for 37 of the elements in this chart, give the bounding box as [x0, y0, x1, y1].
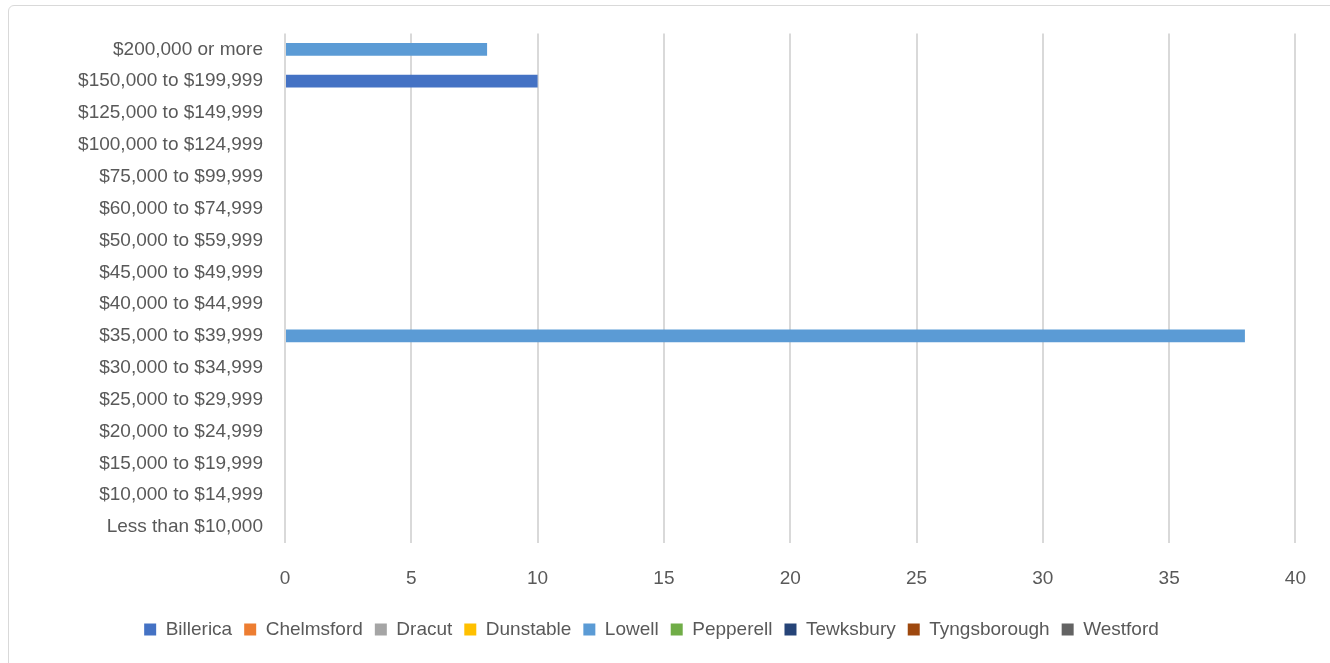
y-tick-label: $30,000 to $34,999: [99, 356, 263, 378]
y-tick-label: Less than $10,000: [106, 515, 263, 537]
bar: [286, 329, 1245, 343]
y-tick-label: $25,000 to $29,999: [99, 387, 263, 409]
y-tick-label: $200,000 or more: [113, 37, 263, 59]
legend-label: Dunstable: [485, 617, 572, 639]
legend-label: Chelmsford: [265, 617, 363, 639]
legend-label: Tewksbury: [805, 617, 897, 639]
x-tick-label: 0: [279, 566, 291, 588]
x-tick-label: 40: [1284, 566, 1306, 588]
legend-label: Dracut: [396, 617, 454, 639]
x-tick-label: 10: [527, 566, 549, 588]
y-tick-label: $40,000 to $44,999: [99, 292, 263, 314]
x-tick-label: 20: [779, 566, 801, 588]
y-tick-label: $45,000 to $49,999: [99, 260, 263, 282]
x-tick-label: 5: [406, 566, 417, 588]
legend-label: Lowell: [604, 617, 659, 639]
y-tick-label: $60,000 to $74,999: [99, 196, 263, 218]
y-tick-label: $15,000 to $19,999: [99, 451, 263, 473]
x-tick-label: 30: [1032, 566, 1054, 588]
y-tick-label: $75,000 to $99,999: [99, 164, 263, 186]
y-tick-label: $50,000 to $59,999: [99, 228, 263, 250]
legend-label: Westford: [1083, 617, 1159, 639]
legend-label: Pepperell: [692, 617, 773, 639]
x-tick-label: 35: [1158, 566, 1180, 588]
y-tick-label: $10,000 to $14,999: [99, 483, 263, 505]
legend-label: Billerica: [165, 617, 233, 639]
legend-label: Tyngsborough: [929, 617, 1050, 639]
bar: [286, 74, 538, 88]
y-tick-label: $125,000 to $149,999: [78, 101, 263, 123]
y-tick-label: $100,000 to $124,999: [78, 133, 263, 155]
y-tick-label: $35,000 to $39,999: [99, 324, 263, 346]
y-tick-label: $20,000 to $24,999: [99, 419, 263, 441]
bar: [286, 42, 488, 56]
y-tick-label: $150,000 to $199,999: [78, 69, 263, 91]
x-tick-label: 25: [905, 566, 928, 588]
x-tick-label: 15: [653, 566, 675, 588]
